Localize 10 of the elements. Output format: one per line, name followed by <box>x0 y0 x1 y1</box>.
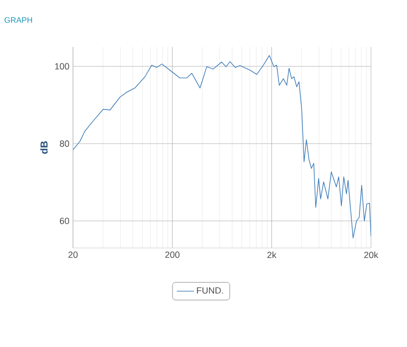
x-tick-label: 20k <box>364 252 378 258</box>
chart-title: GRAPH <box>4 17 32 23</box>
y-axis-title: dB <box>40 141 48 154</box>
legend-label: FUND. <box>197 287 223 294</box>
y-tick-label: 60 <box>60 218 70 224</box>
y-tick-label: 80 <box>60 140 70 147</box>
x-tick-label: 200 <box>165 252 180 258</box>
x-tick-label: 2k <box>267 252 276 258</box>
y-tick-label: 100 <box>55 63 70 70</box>
x-tick-label: 20 <box>68 252 78 258</box>
